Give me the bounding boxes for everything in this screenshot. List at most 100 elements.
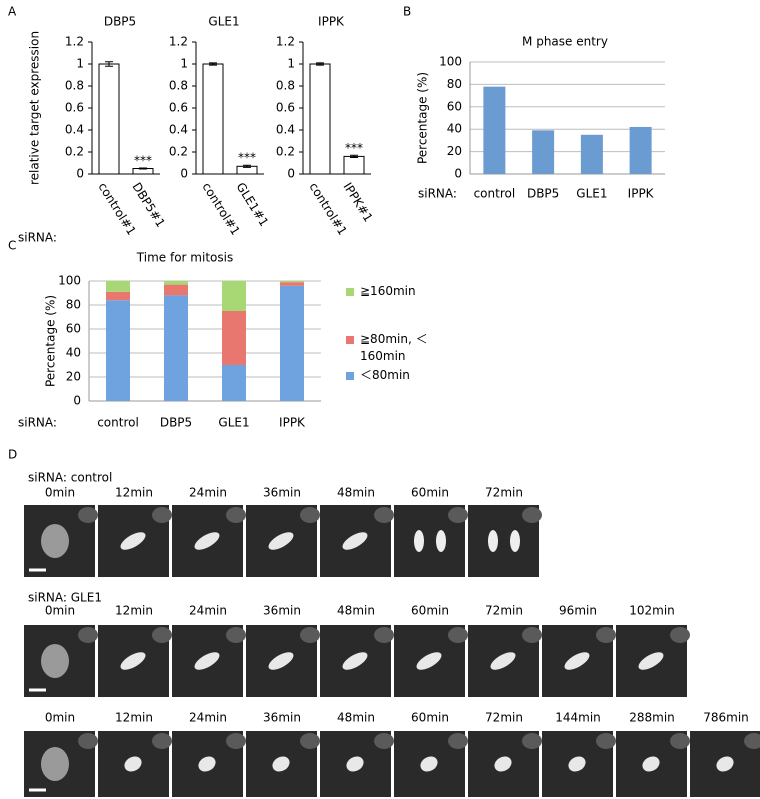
y-axis-label: Percentage (%) [44,295,58,387]
legend-entry: ≧80min, ＜160min [360,332,428,363]
chromosome [268,652,294,670]
bar [483,86,506,174]
y-tick-label: 80 [447,77,462,91]
error-bar [243,164,251,168]
time-label: 60min [411,604,449,618]
chromosome [436,530,446,552]
time-label: 36min [263,711,301,725]
neighbor-cell [374,507,394,523]
chromosome [490,652,516,670]
legend-swatch [346,372,354,380]
significance: *** [238,151,256,165]
y-axis-label: Percentage (%) [416,72,430,164]
y-tick-label: 0 [76,167,84,181]
neighbor-cell [152,733,172,749]
chart-title: DBP5 [104,15,136,29]
bar [532,130,555,174]
panel-label: A [8,5,17,19]
legend-label: ≧160min [360,284,416,298]
neighbor-cell [448,627,468,643]
x-tick-label: GLE1 [218,416,249,430]
chromosome [564,652,590,670]
y-tick-label: 0.8 [65,79,84,93]
chromosome [494,756,512,772]
time-label: 48min [337,711,375,725]
y-tick-label: 100 [439,55,462,69]
chart-title: M phase entry [522,35,608,49]
time-label: 0min [45,486,75,500]
group-label: siRNA: [18,416,57,430]
time-label: 36min [263,486,301,500]
x-tick-label: GLE1#1 [233,180,271,229]
neighbor-cell [670,627,690,643]
group-label: siRNA: [18,231,57,245]
y-tick-label: 1 [180,57,188,71]
x-tick-label: IPPK#1 [340,180,375,224]
nucleus [41,644,69,678]
y-tick-label: 20 [66,370,81,384]
time-label: 24min [189,711,227,725]
neighbor-cell [300,627,320,643]
time-label: 0min [45,604,75,618]
y-axis-label: relative target expression [28,31,42,185]
neighbor-cell [448,733,468,749]
y-tick-label: 80 [66,298,81,312]
significance: *** [134,153,152,167]
neighbor-cell [78,507,98,523]
neighbor-cell [744,733,760,749]
x-tick-label: DBP5#1 [129,180,167,230]
bar-segment [106,291,130,301]
panel-label: D [8,448,17,462]
time-label: 12min [115,604,153,618]
y-tick-label: 60 [447,99,462,113]
x-tick-label: control [97,416,139,430]
legend-entry: ＜80min [360,368,410,382]
x-tick-label: GLE1 [576,187,607,201]
chromosome [488,530,498,552]
neighbor-cell [448,507,468,523]
y-tick-label: 0.4 [276,123,295,137]
chromosome [198,756,216,772]
y-tick-label: 0 [454,167,462,181]
bar-segment [222,311,246,365]
chromosome [120,652,146,670]
error-bar [350,154,358,158]
neighbor-cell [374,733,394,749]
bar [580,134,603,174]
y-tick-label: 1.2 [65,35,84,49]
bar-segment [222,365,246,401]
bar [629,126,652,174]
y-tick-label: 0 [73,394,81,408]
chromosome [568,756,586,772]
neighbor-cell [226,627,246,643]
neighbor-cell [226,733,246,749]
panel-label: C [8,239,16,253]
row-title: siRNA: GLE1 [28,591,102,605]
y-tick-label: 0.4 [169,123,188,137]
error-bar [316,62,324,66]
bar-segment [164,284,188,296]
y-tick-label: 0.8 [276,79,295,93]
bar-segment [222,281,246,311]
chromosome [194,532,220,550]
x-tick-label: DBP5 [527,187,559,201]
neighbor-cell [522,627,542,643]
chromosome [642,756,660,772]
time-label: 72min [485,604,523,618]
chromosome [268,532,294,550]
legend-label: ≧80min, ＜160min [360,332,428,363]
group-label: siRNA: [418,187,457,201]
chart-title: IPPK [318,15,345,29]
y-tick-label: 40 [66,346,81,360]
bar-segment [280,282,304,286]
y-tick-label: 0.6 [276,101,295,115]
chromosome [120,532,146,550]
neighbor-cell [522,507,542,523]
y-tick-label: 0.4 [65,123,84,137]
error-bar [209,62,217,66]
neighbor-cell [300,507,320,523]
neighbor-cell [596,733,616,749]
time-label: 72min [485,711,523,725]
neighbor-cell [78,627,98,643]
bar-segment [280,285,304,401]
